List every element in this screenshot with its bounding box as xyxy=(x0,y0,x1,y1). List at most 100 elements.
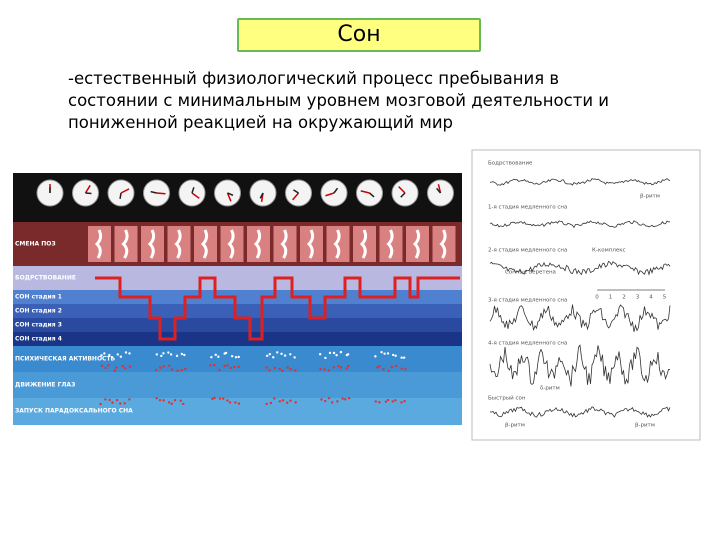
clock-hand xyxy=(191,192,200,199)
activity-dot xyxy=(213,396,216,400)
eeg-label: β-ритм xyxy=(505,423,525,429)
activity-dot xyxy=(107,364,110,367)
activity-dot xyxy=(394,354,397,357)
activity-dot xyxy=(175,354,179,358)
clock-hand xyxy=(150,190,157,194)
activity-dot xyxy=(217,355,220,358)
activity-dot xyxy=(237,355,240,359)
activity-dot xyxy=(337,364,340,368)
posture-cell xyxy=(247,226,270,262)
activity-dot xyxy=(281,369,284,373)
activity-dot xyxy=(234,356,238,359)
clock-hand xyxy=(325,192,335,197)
activity-dot xyxy=(404,368,407,371)
activity-dot xyxy=(123,402,126,405)
posture-figure xyxy=(227,229,235,259)
eeg-label: К-комплекс xyxy=(592,248,626,254)
activity-dot xyxy=(374,400,378,403)
activity-dot xyxy=(234,401,237,404)
clock-hand xyxy=(191,187,195,194)
stage-band xyxy=(13,318,462,332)
stage-band xyxy=(13,372,462,398)
activity-dot xyxy=(108,398,111,402)
activity-dot xyxy=(289,353,292,356)
activity-dot xyxy=(128,365,132,368)
posture-cell xyxy=(194,226,217,262)
activity-dot xyxy=(384,400,388,403)
activity-dot xyxy=(180,352,184,356)
posture-cell xyxy=(114,226,138,262)
stage-label: СМЕНА ПОЗ xyxy=(15,241,56,248)
activity-dot xyxy=(378,401,381,404)
definition: -естественный физиологический процесс пр… xyxy=(68,69,610,132)
activity-dot xyxy=(173,398,177,402)
activity-dot xyxy=(158,398,162,402)
activity-dot xyxy=(269,401,273,405)
activity-dot xyxy=(386,352,390,355)
stage-band xyxy=(13,266,462,290)
eeg-label: 2-я стадия медленного сна xyxy=(488,248,567,254)
eeg-label: β-ритм xyxy=(635,423,655,429)
activity-dot xyxy=(394,399,397,402)
posture-cell xyxy=(432,226,456,262)
activity-dot xyxy=(323,368,326,371)
activity-dot xyxy=(180,368,183,372)
eeg-trace xyxy=(489,406,671,418)
clock-hand xyxy=(227,192,234,197)
activity-dot xyxy=(218,368,221,372)
eeg-figure xyxy=(471,149,701,441)
clock-hand xyxy=(156,192,166,195)
activity-dot xyxy=(394,364,398,368)
eeg-label: Быстрый сон xyxy=(488,395,526,402)
activity-dot xyxy=(335,353,338,357)
activity-dot xyxy=(324,399,327,403)
activity-dot xyxy=(276,351,279,354)
clock-hand xyxy=(400,192,406,198)
activity-dot xyxy=(159,366,162,369)
activity-dot xyxy=(265,354,269,358)
activity-dot xyxy=(339,350,343,354)
activity-dot xyxy=(162,352,165,355)
eeg-label: 1-я стадия медленного сна xyxy=(488,205,567,211)
activity-dot xyxy=(183,353,186,357)
activity-dot xyxy=(347,364,350,368)
clock-hand xyxy=(292,192,300,201)
eeg-label: Бодрствование xyxy=(488,161,533,167)
activity-dot xyxy=(168,364,171,367)
activity-dot xyxy=(104,366,107,370)
clock-hand xyxy=(369,192,375,198)
activity-dot xyxy=(324,356,327,360)
scale-label: 0 xyxy=(595,295,599,301)
stage-label: СОН стадия 2 xyxy=(15,308,62,315)
clock-hand xyxy=(119,192,122,200)
activity-dot xyxy=(400,356,403,359)
posture-figure xyxy=(280,229,288,259)
activity-dot xyxy=(116,353,119,356)
activity-dot xyxy=(268,352,272,356)
posture-cell xyxy=(88,226,111,262)
activity-dot xyxy=(237,365,240,368)
activity-dot xyxy=(229,366,233,370)
stage-band xyxy=(13,346,462,372)
activity-dot xyxy=(339,366,343,369)
activity-dot xyxy=(376,366,379,369)
eeg-label: Сонные веретена xyxy=(505,270,556,276)
activity-dot xyxy=(383,352,386,355)
activity-dot xyxy=(400,401,403,404)
activity-dot xyxy=(336,400,339,403)
activity-dot xyxy=(100,364,104,368)
activity-dot xyxy=(230,354,234,358)
activity-dot xyxy=(155,353,159,356)
posture-figure xyxy=(439,229,447,259)
activity-dot xyxy=(237,402,241,405)
posture-figure xyxy=(174,229,182,259)
activity-dot xyxy=(391,353,395,357)
eeg-trace xyxy=(489,178,671,186)
activity-dot xyxy=(273,366,277,370)
activity-dot xyxy=(341,397,344,400)
activity-dot xyxy=(286,401,289,404)
slide-title: Сон xyxy=(237,18,481,52)
activity-dot xyxy=(108,353,111,357)
activity-dot xyxy=(119,402,122,405)
activity-dot xyxy=(345,367,348,370)
